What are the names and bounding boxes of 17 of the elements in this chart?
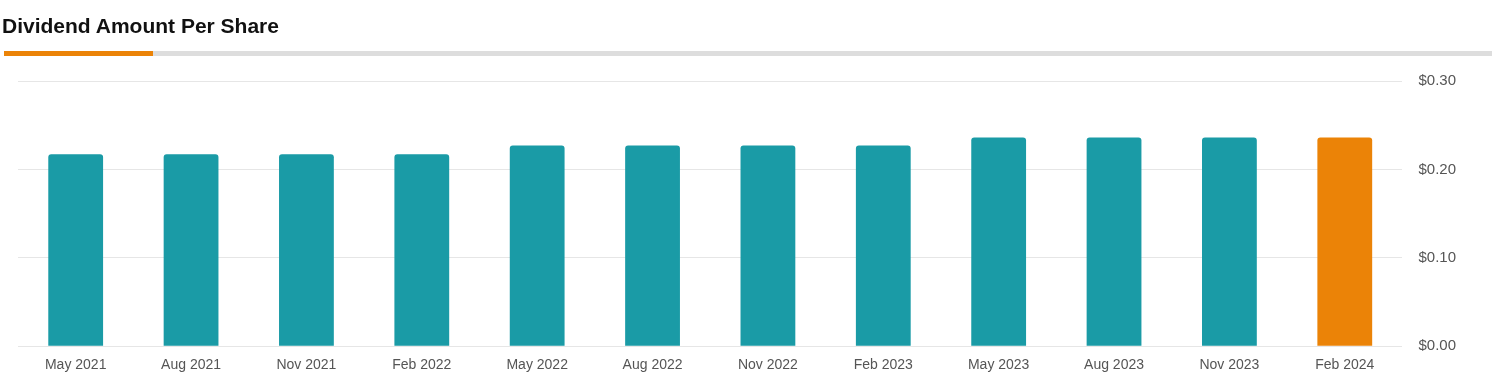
x-tick-label: Nov 2022 [737, 356, 799, 373]
y-tick-label: $0.30 [1418, 71, 1457, 89]
x-tick-label: Aug 2021 [161, 356, 222, 373]
x-tick-label: Feb 2024 [1315, 356, 1375, 373]
y-tick-label: $0.00 [1418, 336, 1457, 354]
chart-title: Dividend Amount Per Share [1, 13, 280, 37]
x-tick-label: Nov 2021 [276, 356, 337, 373]
x-tick-label: Feb 2022 [392, 356, 452, 373]
x-tick-label: Aug 2023 [1084, 356, 1145, 373]
x-tick-label: Feb 2023 [853, 356, 914, 373]
x-tick-label: May 2023 [967, 356, 1030, 373]
x-tick-label: Nov 2023 [1199, 356, 1260, 373]
y-tick-label: $0.10 [1418, 247, 1457, 265]
x-tick-label: May 2022 [506, 356, 569, 373]
x-tick-label: Aug 2022 [622, 356, 683, 373]
x-tick-label: May 2021 [44, 356, 107, 373]
y-tick-label: $0.20 [1418, 159, 1457, 177]
